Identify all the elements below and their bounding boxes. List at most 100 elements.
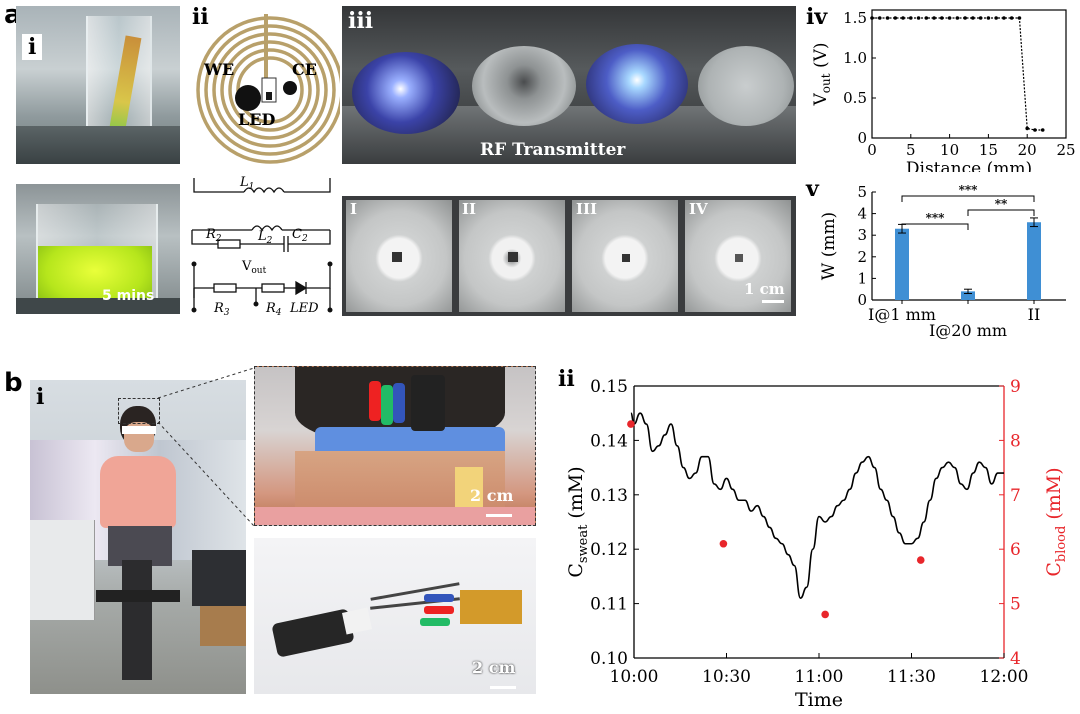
cyclist-photo xyxy=(30,380,246,694)
vout-point xyxy=(1025,126,1029,131)
circuit-vout-sub: out xyxy=(251,266,266,276)
vout-point xyxy=(971,16,975,20)
chart-a-iv: iv 0 5 10 15 20 25 0 0.5 1.0 1.5 Distance (mm) Vout… xyxy=(806,4,1076,172)
vout-point xyxy=(870,16,874,20)
y-tick-label: 4 xyxy=(857,205,867,223)
y-right-tick-label: 5 xyxy=(1010,595,1021,615)
y-tick-label: 2 xyxy=(857,248,867,266)
coil-ce-label: CE xyxy=(292,60,317,79)
vout-point xyxy=(1040,128,1045,132)
y-left-tick-label: 0.13 xyxy=(590,486,628,506)
dish-label-2: II xyxy=(462,200,477,218)
vout-point xyxy=(986,16,991,20)
sweat-line xyxy=(630,412,1004,599)
coil-led-label: LED xyxy=(238,110,276,129)
vout-line xyxy=(872,17,1043,131)
vout-point xyxy=(940,16,944,20)
circuit-c2-sub: 2 xyxy=(301,234,308,244)
circuit-r3-sub: 3 xyxy=(224,308,230,318)
coil-diagram xyxy=(196,14,340,164)
y-right-tick-label: 7 xyxy=(1010,486,1021,506)
vout-point xyxy=(909,16,913,20)
dish-strip xyxy=(342,196,796,316)
blood-point xyxy=(627,420,635,428)
y-axis-label: Vout (V) xyxy=(811,42,833,106)
sub-ii-label-a: ii xyxy=(192,4,209,30)
y-left-axis-label: Csweat (mM) xyxy=(565,466,591,577)
significance-bracket xyxy=(967,209,1035,216)
significance-bracket xyxy=(901,223,969,230)
blood-point xyxy=(719,539,728,548)
y-right-axis-label: Cblood (mM) xyxy=(1043,467,1069,576)
significance-label: *** xyxy=(959,183,979,197)
blood-point xyxy=(916,556,925,564)
y-right-tick-label: 4 xyxy=(1010,649,1021,669)
significance-label: ** xyxy=(995,197,1008,211)
panel-b-label: b xyxy=(4,368,23,398)
sub-ii-label-b: ii xyxy=(558,366,575,392)
circuit-led-label: LED xyxy=(289,301,319,316)
sub-i-label-b: i xyxy=(36,384,45,410)
x-tick-label: 5 xyxy=(906,141,916,159)
y-right-tick-label: 6 xyxy=(1010,540,1021,560)
rf-transmitter-photo xyxy=(342,6,796,164)
y-tick-label: 3 xyxy=(857,226,867,244)
circuit-r4-sub: 4 xyxy=(275,308,282,318)
circuit-c2-label: C xyxy=(292,227,302,242)
dish-label-1: I xyxy=(350,200,358,218)
circuit-r4-label: R xyxy=(265,301,276,316)
svg-text:R4: R4 xyxy=(265,301,282,318)
rf-transmitter-label: RF Transmitter xyxy=(480,140,626,160)
x-tick-label: 12:00 xyxy=(980,667,1029,687)
dish-label-3: III xyxy=(576,200,598,218)
beaker-photo-top xyxy=(16,6,180,164)
coil-we-label: WE xyxy=(204,60,235,79)
category-label: I@1 mm xyxy=(868,305,936,324)
zoom-lines xyxy=(157,367,255,527)
x-tick-label: 10 xyxy=(940,141,959,159)
device-photo xyxy=(254,538,536,694)
vout-point xyxy=(1002,16,1006,20)
y-tick-label: 1 xyxy=(857,269,867,287)
category-label: II xyxy=(1028,305,1041,324)
y-left-tick-label: 0.15 xyxy=(590,377,628,397)
x-axis-label: Time xyxy=(795,689,843,711)
x-tick-label: 20 xyxy=(1018,141,1037,159)
vout-point xyxy=(963,16,967,20)
y-tick-label: 0 xyxy=(857,291,867,309)
vout-point xyxy=(994,16,998,20)
vout-point xyxy=(885,16,890,20)
plot-frame xyxy=(871,9,1067,139)
circuit-r3-label: R xyxy=(213,301,224,316)
circuit-l2-label: L xyxy=(257,229,267,244)
y-right-tick-label: 8 xyxy=(1010,431,1021,451)
svg-text:R2: R2 xyxy=(205,227,222,244)
x-tick-label: 10:00 xyxy=(610,667,659,687)
y-tick-label: 0 xyxy=(857,129,867,147)
y-axis-label: W (mm) xyxy=(819,212,839,280)
dish-label-4: IV xyxy=(689,200,708,218)
x-axis-label: Distance (mm) xyxy=(906,159,1032,172)
scale-2cm-top-bar xyxy=(486,514,512,517)
sub-iv-label-a: iv xyxy=(806,4,828,30)
significance-label: *** xyxy=(926,211,946,225)
circuit-l1-label: L xyxy=(239,175,249,190)
y-right-tick-label: 9 xyxy=(1010,377,1021,397)
bar xyxy=(961,291,975,300)
zoom-box xyxy=(118,398,160,424)
vout-point xyxy=(955,16,960,20)
we-electrode-icon xyxy=(235,85,261,111)
circuit-l2-sub: 2 xyxy=(266,236,273,246)
svg-text:Vout: Vout xyxy=(241,259,267,276)
scale-1cm-label: 1 cm xyxy=(744,280,785,298)
vout-point xyxy=(924,16,929,20)
x-tick-label: 25 xyxy=(1056,141,1075,159)
blood-point xyxy=(821,610,829,619)
scale-2cm-bottom-label: 2 cm xyxy=(472,658,516,677)
vout-point xyxy=(932,16,936,20)
scale-2cm-bottom-bar xyxy=(490,686,516,689)
vout-point xyxy=(916,16,921,20)
vout-point xyxy=(877,16,882,20)
circuit-r2-sub: 2 xyxy=(215,234,222,244)
